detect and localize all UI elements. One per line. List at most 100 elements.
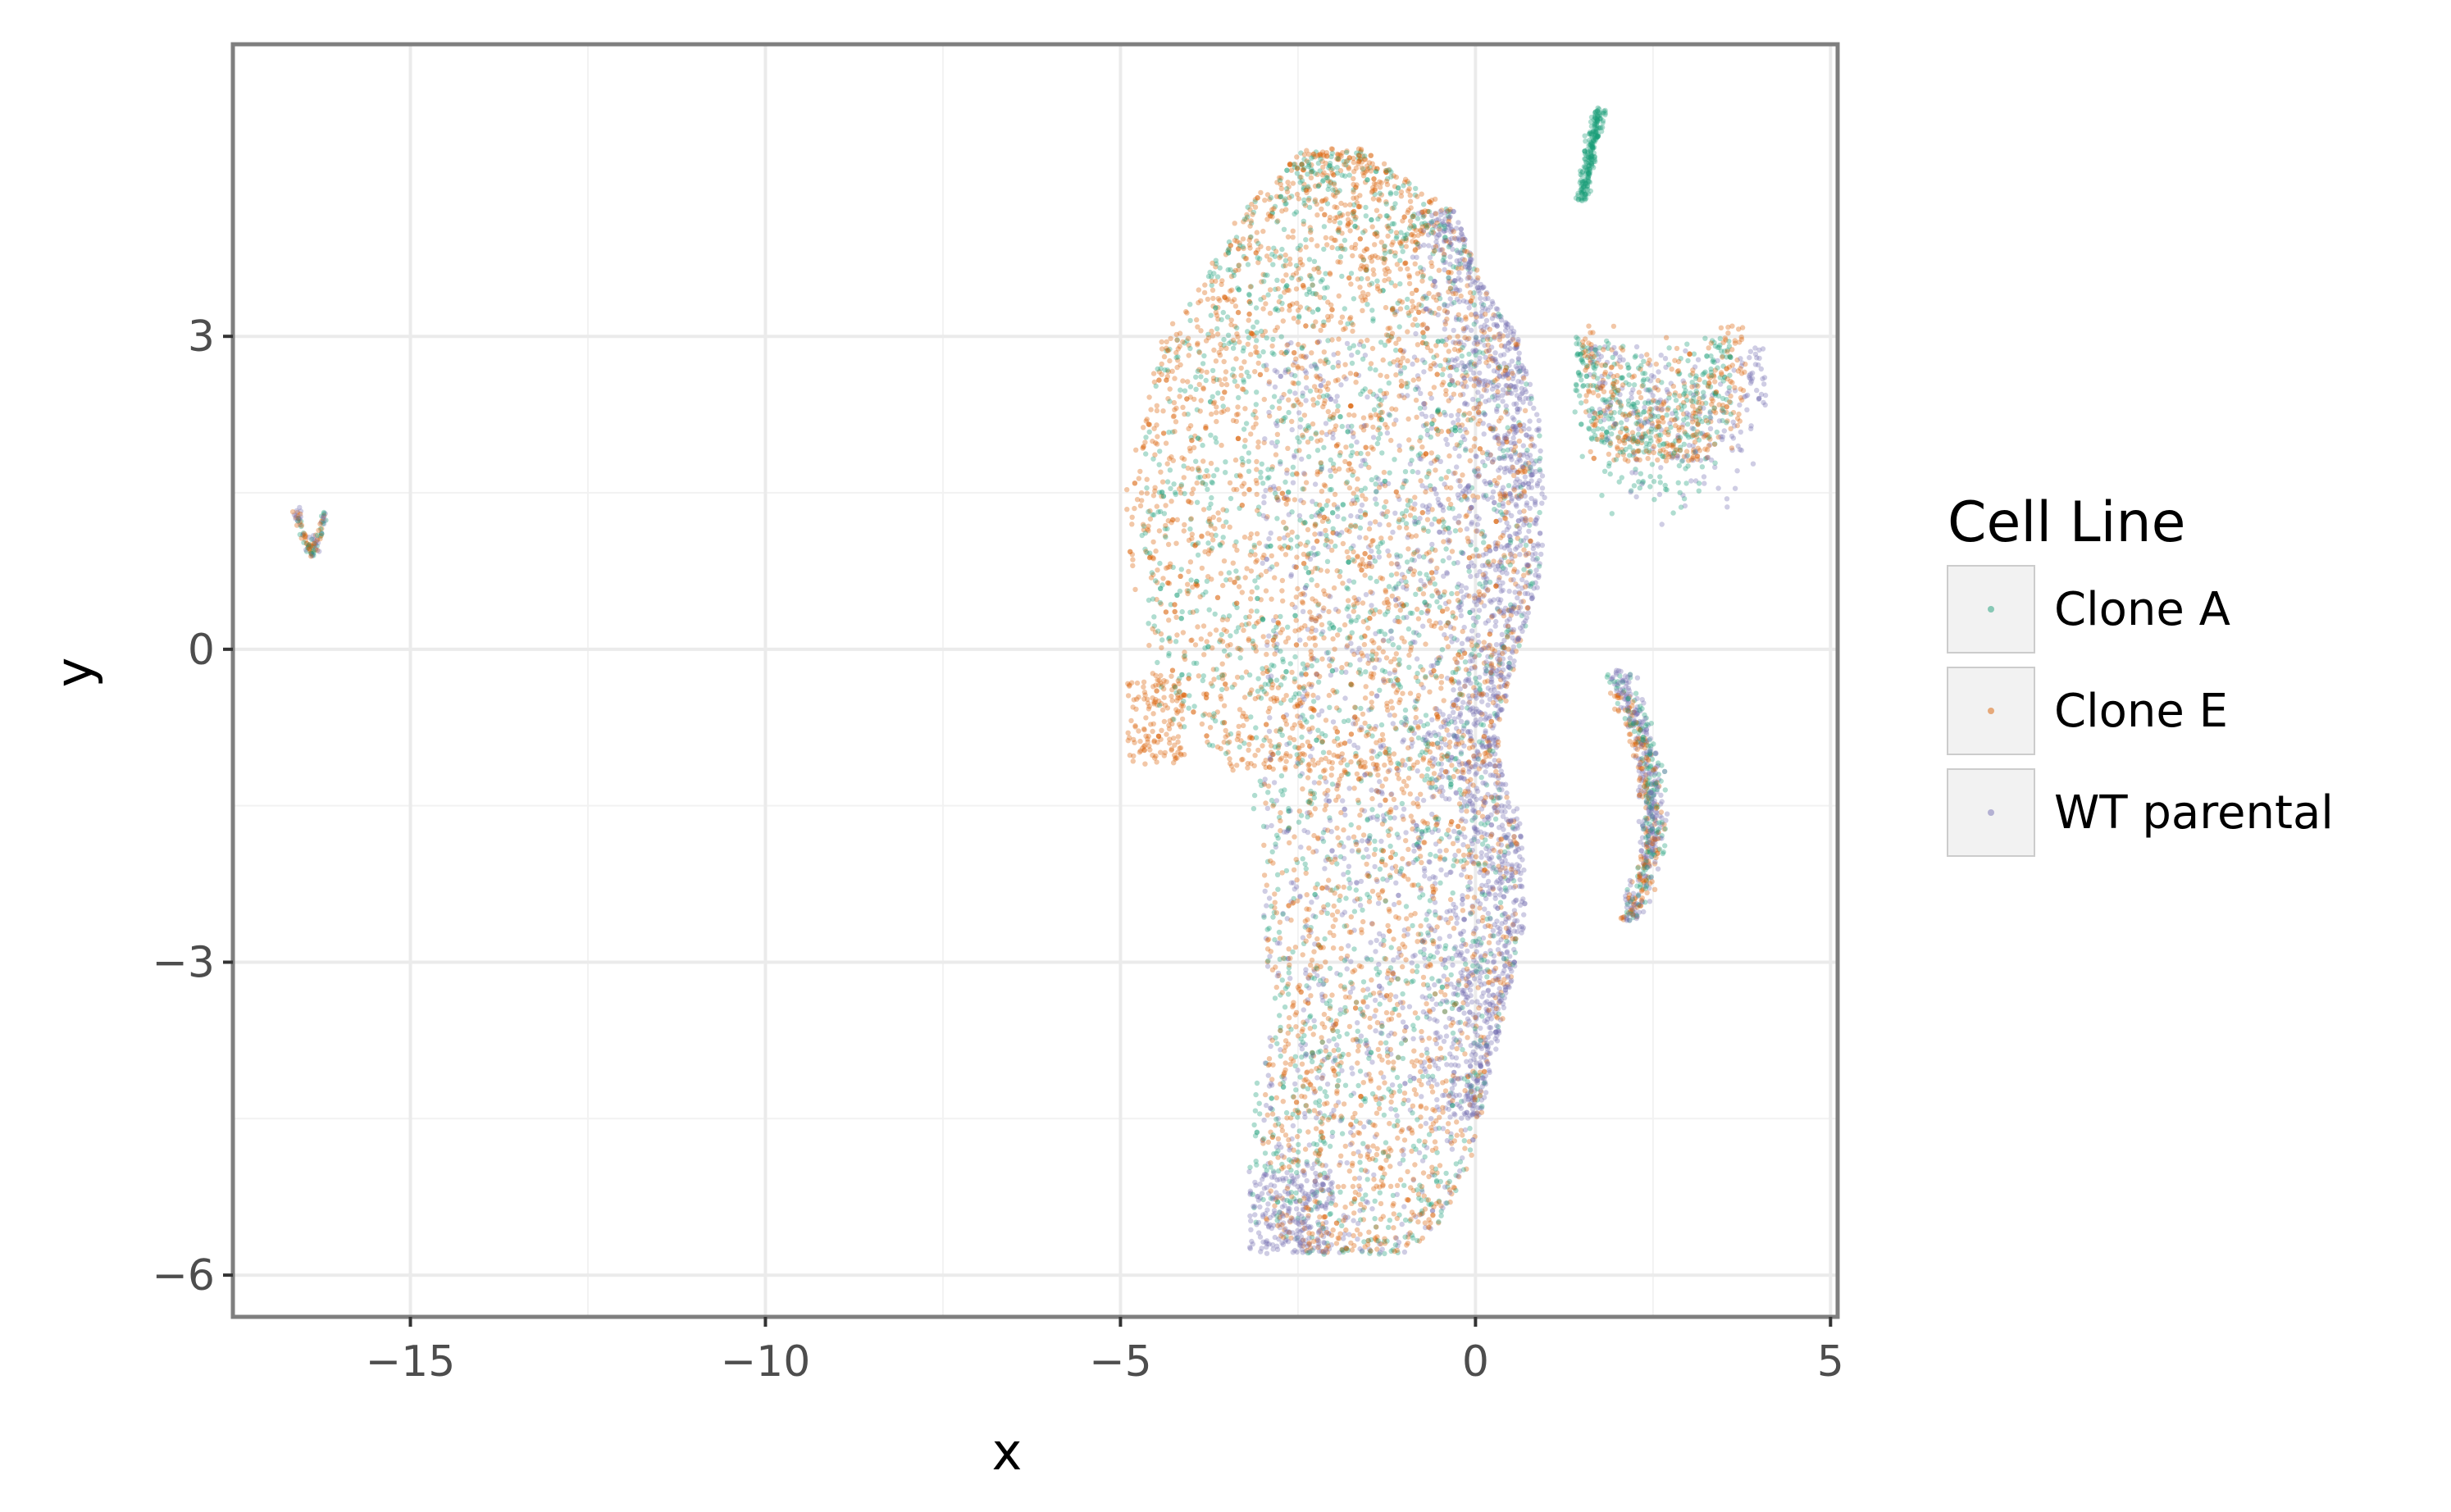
scatter-point <box>1471 931 1476 936</box>
scatter-point <box>1389 1017 1394 1022</box>
scatter-point <box>1422 873 1427 878</box>
scatter-point <box>1408 199 1413 204</box>
scatter-point <box>1207 608 1212 613</box>
scatter-point <box>1345 549 1350 554</box>
scatter-point <box>1355 476 1360 481</box>
scatter-point <box>1310 421 1315 426</box>
scatter-point <box>1324 1094 1329 1099</box>
scatter-point <box>1253 349 1258 354</box>
scatter-point <box>1347 172 1352 177</box>
scatter-point <box>1286 1137 1291 1142</box>
scatter-point <box>1412 1087 1417 1092</box>
scatter-point <box>1510 371 1515 376</box>
scatter-point <box>1283 207 1288 212</box>
scatter-point <box>1738 386 1743 391</box>
scatter-point <box>1432 771 1437 776</box>
scatter-point <box>1376 1047 1381 1052</box>
scatter-point <box>1500 632 1505 637</box>
scatter-point <box>1272 780 1277 785</box>
scatter-point <box>1473 772 1478 776</box>
scatter-point <box>1390 1082 1395 1087</box>
scatter-point <box>1454 659 1459 664</box>
scatter-point <box>1155 434 1159 439</box>
scatter-point <box>1463 400 1468 405</box>
scatter-point <box>1370 649 1375 654</box>
scatter-point <box>1147 704 1152 708</box>
scatter-point <box>1391 239 1396 244</box>
scatter-point <box>1425 517 1430 522</box>
scatter-point <box>1177 722 1182 726</box>
scatter-point <box>1426 1174 1431 1179</box>
scatter-point <box>1433 913 1437 918</box>
scatter-point <box>1248 431 1253 436</box>
scatter-point <box>1172 376 1177 380</box>
scatter-point <box>1269 440 1274 445</box>
scatter-point <box>1747 355 1752 360</box>
scatter-point <box>1238 647 1243 652</box>
scatter-point <box>1407 766 1412 771</box>
scatter-point <box>1501 676 1506 681</box>
scatter-point <box>1651 450 1656 455</box>
scatter-point <box>1240 590 1245 594</box>
scatter-point <box>1152 485 1157 490</box>
scatter-point <box>1374 938 1379 943</box>
scatter-point <box>1167 740 1172 745</box>
scatter-point <box>1289 670 1294 675</box>
scatter-point <box>1312 780 1317 785</box>
scatter-point <box>1539 501 1544 506</box>
scatter-point <box>1405 847 1410 852</box>
scatter-point <box>1146 394 1151 399</box>
scatter-point <box>1316 680 1321 685</box>
scatter-point <box>1283 253 1288 257</box>
scatter-point <box>1460 736 1465 740</box>
scatter-point <box>1313 806 1318 811</box>
scatter-point <box>1408 648 1413 653</box>
scatter-point <box>1413 262 1418 266</box>
scatter-point <box>1279 588 1284 593</box>
scatter-point <box>1505 325 1510 330</box>
scatter-point <box>1457 830 1462 835</box>
scatter-point <box>1513 531 1518 536</box>
scatter-point <box>1401 1204 1406 1209</box>
scatter-point <box>1200 678 1205 683</box>
scatter-point <box>1266 634 1271 639</box>
scatter-point <box>1160 682 1165 687</box>
scatter-point <box>1252 793 1257 798</box>
scatter-point <box>1333 398 1338 403</box>
scatter-point <box>1221 337 1226 342</box>
scatter-point <box>1325 285 1330 289</box>
scatter-point <box>1308 1026 1313 1031</box>
scatter-point <box>1214 326 1219 331</box>
scatter-point <box>1355 1048 1360 1053</box>
scatter-point <box>1419 192 1424 197</box>
scatter-point <box>1442 973 1446 978</box>
scatter-point <box>1389 636 1394 641</box>
scatter-point <box>1465 512 1469 517</box>
scatter-point <box>1310 663 1314 668</box>
scatter-point <box>1369 361 1374 366</box>
scatter-point <box>1285 1186 1290 1191</box>
scatter-point <box>1269 597 1273 602</box>
scatter-point <box>1436 732 1441 737</box>
scatter-point <box>1382 504 1387 509</box>
scatter-point <box>1401 183 1405 188</box>
scatter-point <box>1162 511 1167 516</box>
scatter-point <box>1328 930 1333 935</box>
scatter-point <box>1460 641 1465 646</box>
scatter-point <box>1429 542 1434 547</box>
scatter-point <box>1637 389 1642 394</box>
scatter-point <box>1389 945 1394 950</box>
scatter-point <box>1336 794 1341 799</box>
scatter-point <box>1182 389 1187 394</box>
scatter-point <box>1300 486 1305 491</box>
scatter-point <box>1435 950 1440 954</box>
scatter-point <box>1208 523 1213 528</box>
scatter-point <box>1155 503 1159 508</box>
scatter-point <box>1433 854 1438 858</box>
scatter-point <box>1493 623 1498 628</box>
scatter-point <box>1219 632 1224 637</box>
scatter-point <box>1340 315 1345 320</box>
scatter-point <box>1415 939 1419 944</box>
scatter-point <box>1343 895 1348 900</box>
scatter-point <box>1372 864 1377 869</box>
